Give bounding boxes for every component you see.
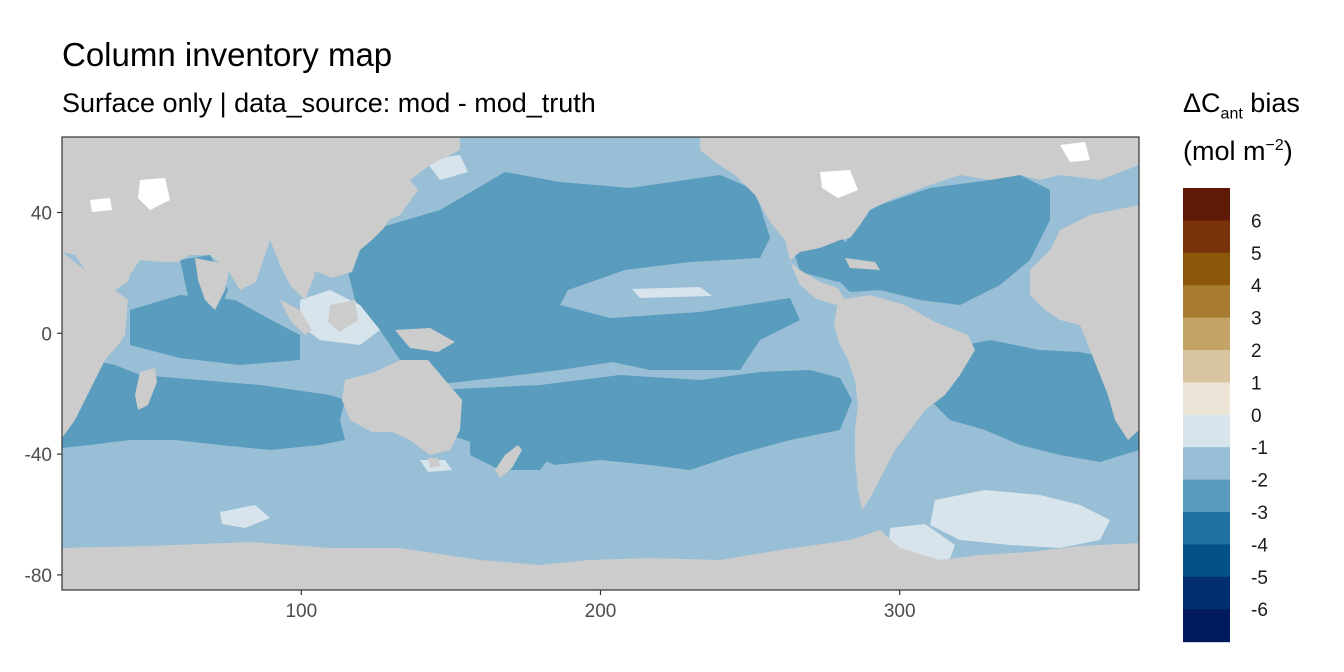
colorbar-swatch (1183, 544, 1230, 578)
colorbar-label: -1 (1251, 438, 1268, 459)
north-america-land (700, 137, 1139, 260)
land (62, 137, 1139, 590)
north-pacific-region (345, 172, 800, 384)
south-indian-light-patch (220, 505, 270, 528)
greenland-land (880, 137, 960, 170)
central-america-land (790, 262, 845, 305)
cuba-land (845, 258, 880, 270)
colorbar-label: 1 (1251, 373, 1262, 394)
legend-title-sub: ant (1220, 105, 1243, 123)
colorbar-label: -3 (1251, 503, 1268, 524)
chart-title: Column inventory map (62, 36, 393, 73)
black-sea-no-data (90, 198, 112, 212)
baltic-no-data (1060, 142, 1090, 162)
colorbar-swatch (1183, 285, 1230, 319)
legend-title-delta-c: ΔC (1183, 88, 1221, 118)
legend-title-unit-close: ) (1283, 136, 1293, 166)
tasman-region (470, 420, 560, 470)
hudson-bay-no-data (820, 170, 858, 198)
colorbar-label: -6 (1251, 600, 1268, 621)
y-tick-label: 0 (41, 324, 52, 345)
colorbar-label: 5 (1251, 244, 1262, 265)
map-layers (62, 137, 1139, 590)
legend-title-bias: bias (1242, 88, 1300, 118)
legend-title-line1: ΔCant bias (1183, 90, 1300, 122)
eurasia-land (62, 137, 460, 290)
colorbar-swatch (1183, 414, 1230, 448)
colorbar-swatch (1183, 382, 1230, 416)
indian-ocean-region (62, 355, 345, 450)
europe-africa-east-land (1030, 205, 1139, 440)
colorbar-label: -4 (1251, 535, 1268, 556)
colorbar-label: 0 (1251, 406, 1262, 427)
arabian-region (130, 295, 300, 365)
colorbar-label: -2 (1251, 471, 1268, 492)
colorbar-label: 2 (1251, 341, 1262, 362)
colorbar-swatch (1183, 447, 1230, 481)
antarctica-land (62, 530, 1139, 590)
new-zealand-land (495, 445, 522, 478)
colorbar-swatch (1183, 479, 1230, 513)
colorbar-swatch (1183, 317, 1230, 351)
colorbar-swatch (1183, 220, 1230, 254)
colorbar-swatch (1183, 512, 1230, 545)
colorbar-swatch (1183, 252, 1230, 286)
y-tick-label: -80 (25, 566, 52, 587)
new-guinea-land (395, 328, 455, 352)
colorbar-swatch (1183, 188, 1230, 221)
x-tick-label: 100 (285, 601, 317, 622)
caspian-no-data (138, 178, 170, 210)
south-america-land (834, 295, 975, 510)
indochina-land (270, 240, 315, 300)
y-tick-label: -40 (25, 445, 52, 466)
colorbar-swatch (1183, 576, 1230, 610)
no-data-patches (90, 142, 1090, 212)
x-tick-label: 300 (884, 601, 916, 622)
legend-title-unit-open: (mol m (1183, 136, 1266, 166)
sumatra-land (280, 300, 312, 335)
south-atlantic-region (925, 340, 1139, 462)
colorbar-legend: 6 5 4 3 2 1 0 -1 -2 -3 -4 -5 -6 (1183, 188, 1268, 643)
legend-title-sup: −2 (1265, 137, 1284, 154)
australia-land (342, 360, 462, 455)
colorbar-swatch (1183, 350, 1230, 383)
bias-region-minus3 (62, 172, 1139, 470)
colorbar-label: 4 (1251, 276, 1262, 297)
legend-title-line2: (mol m−2) (1183, 138, 1293, 165)
colorbar-swatch (1183, 609, 1230, 643)
southern-ocean-light-patch (930, 490, 1110, 548)
borneo-land (328, 300, 358, 332)
tasmania-land (428, 458, 440, 468)
madagascar-land (135, 368, 157, 410)
india-land (195, 258, 230, 310)
africa-land (62, 252, 128, 438)
x-tick-label: 200 (585, 601, 617, 622)
colorbar-label: 6 (1251, 211, 1262, 232)
japan-land (385, 180, 418, 222)
colorbar-label: 3 (1251, 309, 1262, 330)
colorbar-label: -5 (1251, 568, 1268, 589)
chart-subtitle: Surface only | data_source: mod - mod_tr… (62, 88, 596, 118)
y-tick-label: 40 (31, 204, 52, 225)
north-atlantic-region (838, 175, 1050, 305)
equatorial-light-patch (632, 287, 712, 298)
